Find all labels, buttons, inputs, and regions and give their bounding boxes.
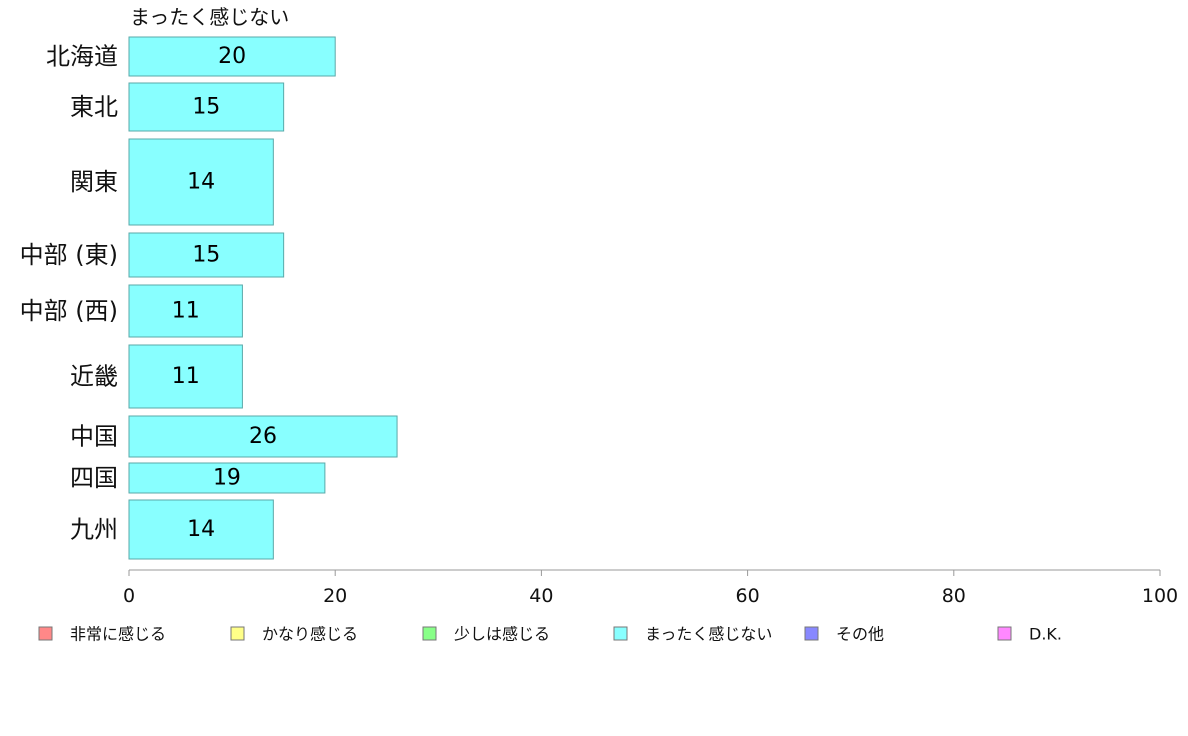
legend-swatch xyxy=(422,626,437,641)
legend-label: まったく感じない xyxy=(645,625,772,644)
bar xyxy=(128,344,243,409)
series-title: まったく感じない xyxy=(130,5,289,29)
bar-value-label: 11 xyxy=(172,299,200,324)
bar-value-label: 20 xyxy=(218,44,246,69)
category-label: 近畿 xyxy=(70,363,118,391)
bar xyxy=(128,462,326,494)
bar xyxy=(128,284,243,338)
legend-label: D.K. xyxy=(1029,625,1062,644)
bar xyxy=(128,415,398,458)
bar xyxy=(128,36,336,77)
category-label: 中部 (西) xyxy=(20,297,118,325)
x-tick-label: 20 xyxy=(323,585,347,607)
category-label: 九州 xyxy=(70,516,118,544)
x-axis: 0 20 40 60 80 100 xyxy=(123,569,1178,607)
bar-value-label: 26 xyxy=(249,424,277,449)
bar-value-label: 14 xyxy=(187,170,215,195)
legend-label: その他 xyxy=(836,625,884,644)
bar-value-label: 19 xyxy=(213,466,241,491)
legend-swatch xyxy=(613,626,628,641)
legend-swatch xyxy=(997,626,1012,641)
category-label: 東北 xyxy=(70,93,118,121)
legend-label: 少しは感じる xyxy=(454,625,550,644)
bar xyxy=(128,232,285,278)
bar xyxy=(128,138,274,226)
bar xyxy=(128,499,274,560)
category-label: 四国 xyxy=(70,464,118,492)
bar-value-label: 14 xyxy=(187,517,215,542)
legend-item: 少しは感じる xyxy=(422,625,550,644)
bar xyxy=(128,82,285,132)
legend-swatch xyxy=(804,626,819,641)
legend-label: かなり感じる xyxy=(262,625,358,644)
category-label: 北海道 xyxy=(46,43,118,71)
legend-swatch xyxy=(230,626,245,641)
legend-label: 非常に感じる xyxy=(70,625,166,644)
category-label: 中国 xyxy=(70,423,118,451)
x-tick-label: 80 xyxy=(942,585,966,607)
category-label: 中部 (東) xyxy=(20,241,118,269)
bars: 北海道 20 東北 15 関東 14 中部 (東) 15 中部 (西) 11 近畿 11 中国 26 四国 1… xyxy=(20,36,398,560)
category-label: 関東 xyxy=(70,168,118,196)
x-tick-label: 0 xyxy=(123,585,135,607)
legend: 非常に感じる かなり感じる 少しは感じる まったく感じない その他 D.K. xyxy=(38,625,1062,644)
legend-swatch xyxy=(38,626,53,641)
legend-item: 非常に感じる xyxy=(38,625,166,644)
legend-item: D.K. xyxy=(997,625,1062,644)
legend-item: その他 xyxy=(804,625,884,644)
x-tick-label: 60 xyxy=(736,585,760,607)
bar-value-label: 15 xyxy=(192,95,220,120)
bar-value-label: 11 xyxy=(172,364,200,389)
bar-value-label: 15 xyxy=(192,243,220,268)
legend-item: かなり感じる xyxy=(230,625,358,644)
legend-item: まったく感じない xyxy=(613,625,772,644)
x-tick-label: 100 xyxy=(1142,585,1178,607)
x-tick-label: 40 xyxy=(529,585,553,607)
